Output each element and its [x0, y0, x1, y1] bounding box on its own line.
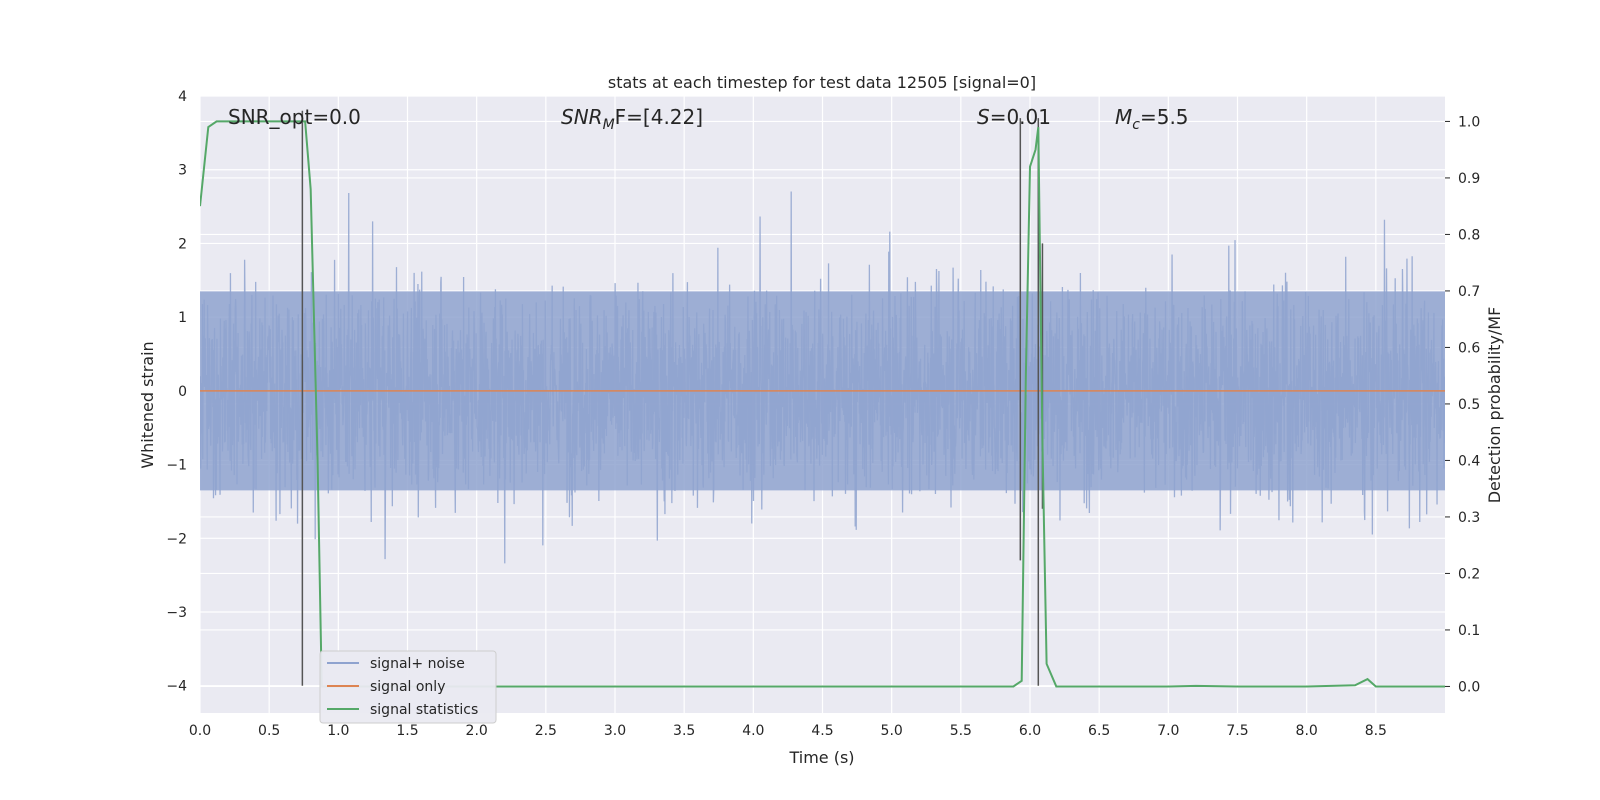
annotation-mc-rest: =5.5	[1140, 105, 1189, 129]
x-axis-ticks: 0.0 0.5 1.0 1.5 2.0 2.5 3.0 3.5 4.0 4.5 5.0 5.5 6.0 6…	[189, 723, 1387, 739]
annotation-s-rest: =0.01	[990, 105, 1051, 129]
chart-title: stats at each timestep for test data 125…	[608, 73, 1036, 92]
annotation-snr-mf-base: SNR	[561, 105, 603, 129]
x-tick-label: 3.5	[673, 723, 695, 739]
y-axis-right-label: Detection probability/MF	[1485, 307, 1504, 504]
y-left-tick-label: −4	[166, 679, 187, 695]
y-right-tick-label: 0.1	[1458, 623, 1480, 639]
y-right-tick-label: 0.2	[1458, 566, 1480, 582]
y-right-tick-label: 0.4	[1458, 453, 1480, 469]
annotation-snr-mf: SNRMF=[4.22]	[561, 105, 703, 133]
legend: signal+ noise signal only signal statist…	[319, 650, 497, 724]
legend-label-signal-noise: signal+ noise	[370, 656, 465, 672]
y-axis-left-label: Whitened strain	[138, 341, 157, 468]
annotation-mc-var: M	[1115, 105, 1132, 129]
annotation-snr-mf-sub: M	[603, 117, 615, 133]
annotation-s: S=0.01	[977, 105, 1051, 129]
x-tick-label: 2.0	[466, 723, 488, 739]
y-right-tick-label: 0.6	[1458, 340, 1480, 356]
y-right-tick-label: 0.0	[1458, 679, 1480, 695]
annotation-snr-mf-rest: F=[4.22]	[615, 105, 703, 129]
x-tick-label: 6.5	[1088, 723, 1110, 739]
y-left-tick-label: 0	[178, 384, 187, 400]
x-tick-label: 7.0	[1157, 723, 1179, 739]
y-right-tick-label: 0.7	[1458, 284, 1480, 300]
y-left-tick-label: 3	[178, 163, 187, 179]
x-tick-label: 0.5	[258, 723, 280, 739]
y-left-tick-label: 2	[178, 236, 187, 252]
x-tick-label: 8.0	[1296, 723, 1318, 739]
x-tick-label: 0.0	[189, 723, 211, 739]
y-right-tick-label: 0.9	[1458, 171, 1480, 187]
x-tick-label: 3.0	[604, 723, 626, 739]
x-tick-label: 5.5	[950, 723, 972, 739]
x-tick-label: 6.0	[1019, 723, 1041, 739]
signal-statistics-line	[200, 120, 1445, 688]
x-axis-label: Time (s)	[788, 748, 854, 767]
annotation-mc-sub: c	[1132, 117, 1140, 133]
legend-label-signal-only: signal only	[370, 679, 445, 695]
y-left-tick-label: −2	[166, 531, 187, 547]
y-left-tick-label: 4	[178, 89, 187, 105]
legend-box	[319, 650, 497, 724]
x-tick-label: 1.0	[327, 723, 349, 739]
y-right-tick-label: 0.3	[1458, 510, 1480, 526]
y-right-tick-label: 1.0	[1458, 114, 1480, 130]
x-tick-label: 4.0	[742, 723, 764, 739]
annotation-s-var: S	[977, 105, 990, 129]
y-axis-right-ticks: 1.0 0.9 0.8 0.7 0.6 0.5 0.4 0.3 0.2 0.1 0.0	[1445, 114, 1480, 695]
annotation-snr-opt: SNR_opt=0.0	[228, 105, 361, 129]
y-left-tick-label: 1	[178, 310, 187, 326]
x-tick-label: 5.0	[881, 723, 903, 739]
y-left-tick-label: −1	[166, 458, 187, 474]
y-right-tick-label: 0.8	[1458, 227, 1480, 243]
x-tick-label: 4.5	[811, 723, 833, 739]
series-signal-statistics	[200, 120, 1445, 688]
annotation-mc: Mc=5.5	[1115, 105, 1189, 133]
y-axis-left-ticks: 4 3 2 1 0 −1 −2 −3 −4	[166, 89, 187, 695]
y-right-tick-label: 0.5	[1458, 397, 1480, 413]
y-left-tick-label: −3	[166, 605, 187, 621]
x-tick-label: 7.5	[1226, 723, 1248, 739]
x-tick-label: 8.5	[1365, 723, 1387, 739]
x-tick-label: 2.5	[535, 723, 557, 739]
x-tick-label: 1.5	[396, 723, 418, 739]
legend-label-signal-statistics: signal statistics	[370, 702, 478, 718]
